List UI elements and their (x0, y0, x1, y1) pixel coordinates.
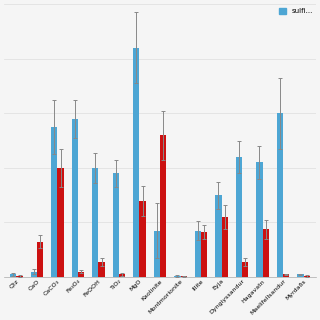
Bar (140, 201, 146, 277)
Bar (221, 217, 228, 277)
Bar (297, 274, 304, 277)
Bar (113, 173, 119, 277)
Bar (99, 262, 105, 277)
Bar (37, 242, 43, 277)
Bar (31, 272, 37, 277)
Bar (119, 274, 125, 277)
Bar (201, 232, 207, 277)
Bar (154, 231, 160, 277)
Bar (160, 135, 166, 277)
Bar (92, 168, 99, 277)
Bar (51, 127, 58, 277)
Bar (256, 163, 262, 277)
Bar (304, 276, 310, 277)
Legend: sulfi...: sulfi... (276, 5, 316, 17)
Bar (72, 119, 78, 277)
Bar (133, 48, 140, 277)
Bar (236, 157, 242, 277)
Bar (174, 276, 180, 277)
Bar (215, 195, 221, 277)
Bar (242, 262, 248, 277)
Bar (283, 274, 289, 277)
Bar (180, 276, 187, 277)
Bar (262, 229, 269, 277)
Bar (10, 274, 16, 277)
Bar (78, 272, 84, 277)
Bar (277, 113, 283, 277)
Bar (195, 231, 201, 277)
Bar (16, 276, 23, 277)
Bar (58, 168, 64, 277)
